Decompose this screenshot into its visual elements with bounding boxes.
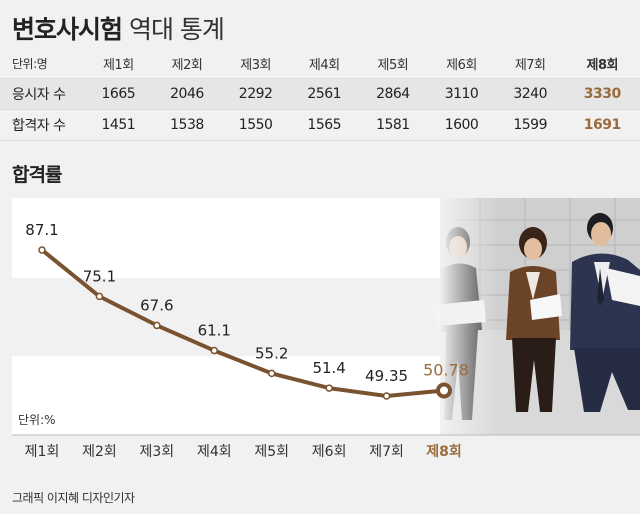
table-row-passers: 합격자 수 1451 1538 1550 1565 1581 1600 1599… [0,109,640,141]
column-header: 제5회 [358,48,428,79]
chart-subtitle: 합격률 [12,164,62,186]
data-label: 55.2 [255,344,288,362]
x-tick-label: 제7회 [369,444,404,460]
data-point [325,384,333,392]
series-line [40,248,446,398]
data-point [267,369,276,378]
column-header: 제4회 [289,48,359,79]
page-title: 변호사시험 역대 통계 [12,10,225,46]
table-cell: 1599 [495,109,565,141]
column-header: 제3회 [221,48,290,79]
data-point [153,321,161,330]
table-cell: 1451 [84,109,153,141]
data-label: 87.1 [25,221,58,239]
table-cell: 2292 [221,78,290,110]
title-sub: 역대 통계 [128,15,225,44]
title-main: 변호사시험 [12,15,123,44]
x-tick-label: 제4회 [197,444,232,460]
data-label: 67.6 [140,296,173,314]
table-cell: 1565 [289,109,359,141]
data-points [38,246,452,400]
row-label: 합격자 수 [0,109,84,141]
data-labels: 87.1 75.1 67.6 61.1 55.2 51.4 49.35 50.78 [25,221,469,385]
chart-unit-label: 단위:% [18,413,56,427]
column-header-highlight: 제8회 [564,48,640,79]
table-cell-highlight: 1691 [564,109,640,141]
data-point [382,392,391,400]
stats-table: 단위:명 제1회 제2회 제3회 제4회 제5회 제6회 제7회 제8회 응시자… [0,48,640,141]
table-cell: 2561 [289,78,359,110]
table-header-row: 단위:명 제1회 제2회 제3회 제4회 제5회 제6회 제7회 제8회 [0,48,640,79]
table-cell: 2864 [358,78,428,110]
column-header: 제1회 [84,48,153,79]
table-cell: 3110 [427,78,496,110]
table-cell: 1665 [84,78,153,110]
business-people-illustration [432,198,640,435]
table-cell: 1538 [152,109,222,141]
table-cell: 1581 [358,109,428,141]
x-tick-label: 제6회 [312,444,347,460]
table-row-applicants: 응시자 수 1665 2046 2292 2561 2864 3110 3240… [0,78,640,110]
x-tick-label: 제5회 [254,444,289,460]
data-point [95,292,104,301]
x-tick-label: 제1회 [25,444,60,460]
data-point-highlight [436,382,452,399]
data-label-highlight: 50.78 [423,360,469,379]
data-label: 61.1 [198,322,231,340]
column-header: 제6회 [427,48,496,79]
column-header: 제7회 [495,48,565,79]
column-header: 제2회 [152,48,222,79]
x-tick-label-highlight: 제8회 [426,444,462,460]
unit-label: 단위:명 [0,48,84,79]
data-label: 49.35 [365,367,408,385]
data-label: 75.1 [83,267,116,285]
row-label: 응시자 수 [0,78,84,110]
table-cell: 2046 [152,78,222,110]
x-tick-labels: 제1회 제2회 제3회 제4회 제5회 제6회 제7회 제8회 [25,444,462,460]
data-point [210,346,219,355]
x-tick-label: 제2회 [82,444,117,460]
table-cell: 1600 [427,109,496,141]
table-cell: 3240 [495,78,565,110]
table-cell: 1550 [221,109,290,141]
credit-footer: 그래픽 이지혜 디자인기자 [12,491,135,505]
x-tick-label: 제3회 [140,444,175,460]
table-cell-highlight: 3330 [564,78,640,110]
data-label: 51.4 [312,359,345,377]
data-point [38,246,46,254]
